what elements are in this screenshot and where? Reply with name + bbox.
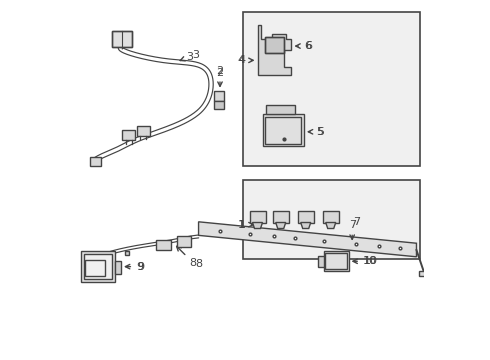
Bar xyxy=(298,211,314,222)
Bar xyxy=(81,251,115,282)
Bar xyxy=(265,37,284,53)
Text: 7: 7 xyxy=(348,220,356,239)
Bar xyxy=(249,211,266,222)
Bar xyxy=(112,31,132,47)
Text: 1: 1 xyxy=(239,220,253,230)
Bar xyxy=(177,236,192,247)
Text: 3: 3 xyxy=(192,50,199,60)
Bar xyxy=(243,180,420,258)
Polygon shape xyxy=(326,222,336,229)
Text: 9: 9 xyxy=(138,262,145,272)
Bar xyxy=(115,261,121,274)
Text: 10: 10 xyxy=(364,256,378,266)
Bar xyxy=(137,126,149,136)
Bar xyxy=(325,253,347,269)
Bar xyxy=(265,37,284,53)
Text: 2: 2 xyxy=(217,68,223,78)
Text: 4: 4 xyxy=(237,55,245,65)
Bar xyxy=(323,251,348,271)
Polygon shape xyxy=(252,222,263,229)
Text: 5: 5 xyxy=(317,127,324,137)
Text: 1: 1 xyxy=(238,220,245,230)
Bar xyxy=(122,130,135,140)
Bar xyxy=(318,256,323,267)
Polygon shape xyxy=(214,102,223,109)
Polygon shape xyxy=(276,222,286,229)
Text: 7: 7 xyxy=(353,217,360,227)
Polygon shape xyxy=(198,222,416,257)
Polygon shape xyxy=(258,24,292,75)
Text: 8: 8 xyxy=(176,246,197,268)
Text: 2: 2 xyxy=(217,66,223,86)
Text: 6: 6 xyxy=(306,41,313,51)
Text: 4: 4 xyxy=(239,55,253,65)
Polygon shape xyxy=(214,91,223,102)
Bar xyxy=(267,105,295,114)
Text: 5: 5 xyxy=(308,127,323,137)
Bar xyxy=(263,114,304,146)
Bar xyxy=(243,12,420,166)
Bar xyxy=(323,211,339,222)
Bar xyxy=(112,31,132,47)
Text: 6: 6 xyxy=(296,41,311,51)
Bar xyxy=(83,254,112,279)
Text: 8: 8 xyxy=(196,259,203,269)
Bar xyxy=(85,260,104,276)
Bar xyxy=(266,117,301,144)
Bar xyxy=(90,157,101,166)
Polygon shape xyxy=(301,222,311,229)
Text: 9: 9 xyxy=(125,262,143,272)
Polygon shape xyxy=(419,271,429,276)
Bar xyxy=(273,211,289,222)
Text: 10: 10 xyxy=(353,256,377,266)
Bar xyxy=(156,240,171,250)
Text: 3: 3 xyxy=(180,52,193,62)
